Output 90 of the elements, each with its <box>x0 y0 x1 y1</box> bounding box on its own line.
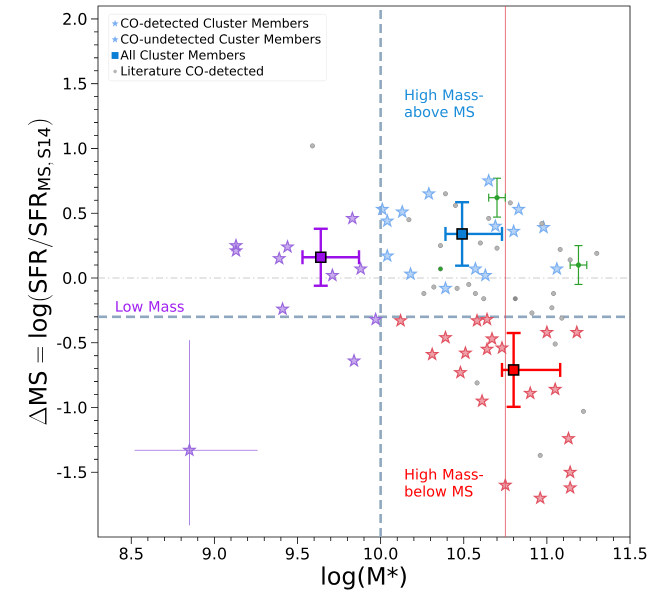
point <box>549 305 554 310</box>
point <box>404 267 417 280</box>
legend-label: CO-undetected Custer Members <box>121 34 321 44</box>
point <box>442 191 448 196</box>
point <box>438 243 443 248</box>
legend-label: Literature CO-detected <box>122 66 263 76</box>
point <box>480 342 494 355</box>
point <box>558 246 563 252</box>
point <box>348 354 360 366</box>
point <box>183 444 196 456</box>
point <box>380 214 394 226</box>
y-tick-label: 1.5 <box>64 78 86 90</box>
point <box>346 212 359 224</box>
y-tick-label: -1.0 <box>57 401 86 414</box>
point <box>564 481 576 494</box>
point <box>507 224 520 237</box>
point <box>512 202 525 215</box>
x-tick-label: 10.0 <box>364 548 398 560</box>
y-tick-label: -1.5 <box>57 466 86 478</box>
annotation: High Mass-below MS <box>405 468 484 497</box>
point <box>538 452 543 458</box>
point <box>276 302 289 315</box>
legend-label: All Cluster Members <box>120 50 245 60</box>
x-tick-label: 11.5 <box>614 548 646 560</box>
point <box>431 284 436 290</box>
y-tick-label: 2.0 <box>63 12 86 25</box>
point <box>559 316 564 321</box>
annotation: High Mass-above MS <box>404 89 484 118</box>
point <box>469 262 482 274</box>
point <box>474 380 480 386</box>
point <box>406 217 412 222</box>
point <box>422 187 436 200</box>
point <box>529 310 534 316</box>
point <box>478 240 483 246</box>
point <box>272 252 286 264</box>
point <box>575 262 582 268</box>
point <box>281 240 294 252</box>
x-tick-label: 9.5 <box>286 548 309 560</box>
point <box>494 194 500 201</box>
point <box>481 296 486 302</box>
point <box>426 348 438 360</box>
point <box>310 143 315 148</box>
point <box>394 314 407 326</box>
y-tick-label: 1.0 <box>64 142 86 154</box>
point <box>230 244 242 256</box>
point <box>482 174 495 186</box>
x-tick-label: 9.0 <box>202 548 226 560</box>
point <box>479 268 492 281</box>
point <box>439 282 452 294</box>
y-axis-title: $\Delta\mathrm{MS} = \log(\mathrm{SFR}/\mathrm{SFR}_{\mathrm{MS,\,S14}})$ <box>28 120 54 425</box>
point <box>508 200 513 206</box>
point <box>454 286 460 291</box>
point <box>466 282 472 287</box>
point <box>550 262 564 274</box>
x-tick-label: 8.5 <box>120 548 143 560</box>
point <box>512 296 518 302</box>
y-tick-label: 0.0 <box>63 272 86 284</box>
point <box>452 202 458 208</box>
point <box>472 291 478 296</box>
point <box>562 432 575 444</box>
point <box>489 220 502 232</box>
point <box>396 205 409 218</box>
point <box>580 408 586 414</box>
x-axis-title: log(M*) <box>322 566 406 590</box>
legend-label: CO-detected Cluster Members <box>121 18 308 28</box>
point <box>499 478 512 491</box>
y-tick-label: -0.5 <box>57 336 86 349</box>
point <box>438 266 443 272</box>
point <box>534 492 547 504</box>
x-tick-label: 11.0 <box>530 548 564 560</box>
point <box>326 268 339 281</box>
annotation: Low Mass <box>116 301 184 312</box>
point <box>486 216 492 221</box>
point <box>551 291 556 296</box>
point <box>354 262 367 274</box>
point <box>539 221 544 226</box>
point <box>508 364 520 376</box>
y-tick-label: 0.5 <box>63 207 86 220</box>
point <box>456 228 468 240</box>
x-tick-label: 10.5 <box>448 548 480 560</box>
point <box>494 246 500 251</box>
point <box>376 202 389 215</box>
point <box>454 366 467 378</box>
point <box>314 251 327 264</box>
point <box>568 257 573 262</box>
point <box>594 250 600 256</box>
point <box>486 332 498 344</box>
point <box>369 312 382 325</box>
point <box>421 291 426 296</box>
point <box>552 342 558 347</box>
